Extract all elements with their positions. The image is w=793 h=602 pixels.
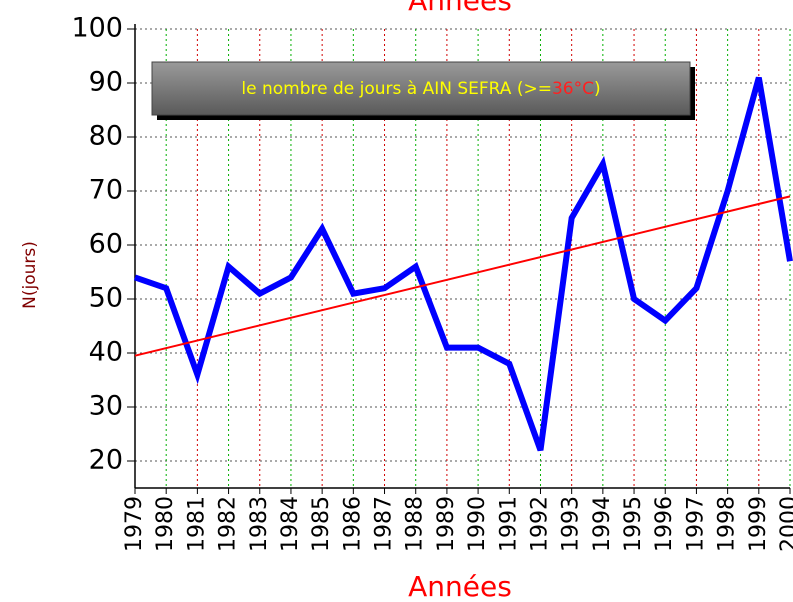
x-tick-label: 1988: [403, 496, 428, 552]
y-tick-label: 30: [89, 391, 123, 422]
x-tick-label: 1998: [715, 496, 740, 552]
x-tick-label: 1984: [278, 496, 303, 552]
x-tick-label: 2000: [777, 496, 793, 552]
chart-title: Années: [408, 0, 512, 17]
x-tick-label: 1991: [496, 496, 521, 552]
x-tick-label: 1997: [683, 496, 708, 552]
x-tick-label: 1981: [184, 496, 209, 552]
y-axis-label: N(jours): [20, 241, 40, 309]
x-tick-label: 1996: [652, 496, 677, 552]
data-line: [134, 76, 793, 452]
x-tick-label: 1987: [372, 496, 397, 552]
box-text: le nombre de jours à AIN SEFRA (>=36°C): [241, 79, 600, 99]
box-text-part: ): [594, 79, 601, 99]
trend-line: [134, 195, 791, 357]
y-tick-label: 90: [89, 67, 123, 98]
x-tick-label: 1989: [434, 496, 459, 552]
y-tick-label: 40: [89, 337, 123, 368]
legend-box: [151, 61, 691, 116]
x-tick-label: 1995: [621, 496, 646, 552]
x-tick-label: 1999: [746, 496, 771, 552]
x-tick-label: 1992: [527, 496, 552, 552]
y-tick-label: 50: [89, 283, 123, 314]
box-text-part: le nombre de jours à AIN SEFRA (>=: [241, 79, 552, 99]
box-text-part: 36°C: [552, 79, 594, 99]
x-tick-label: 1980: [153, 496, 178, 552]
y-tick-label: 80: [89, 121, 123, 152]
x-axis-label: Années: [408, 570, 512, 602]
x-tick-label: 1986: [340, 496, 365, 552]
x-tick-label: 1990: [465, 496, 490, 552]
x-tick-label: 1994: [590, 496, 615, 552]
x-tick-label: 1979: [122, 496, 147, 552]
x-tick-label: 1993: [559, 496, 584, 552]
y-tick-label: 60: [89, 229, 123, 260]
x-tick-label: 1982: [216, 496, 241, 552]
x-tick-label: 1983: [247, 496, 272, 552]
x-tick-label: 1985: [309, 496, 334, 552]
y-tick-label: 100: [71, 13, 123, 44]
y-tick-label: 20: [89, 445, 123, 476]
y-tick-label: 70: [89, 175, 123, 206]
